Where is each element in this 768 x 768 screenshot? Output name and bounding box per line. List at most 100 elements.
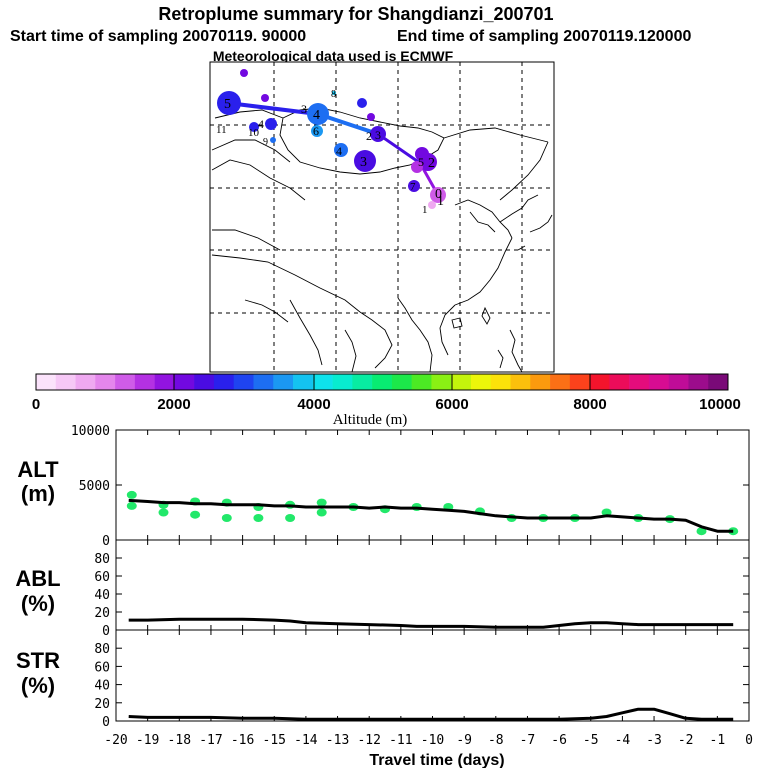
altitude-cluster-point bbox=[696, 527, 707, 536]
colorbar-cell bbox=[490, 374, 511, 390]
colorbar-cell bbox=[629, 374, 650, 390]
cluster-label-5a: 5 bbox=[224, 97, 231, 112]
altitude-cluster-point bbox=[126, 490, 137, 499]
panel-ylabel: ABL bbox=[15, 566, 60, 591]
colorbar-cell bbox=[55, 374, 76, 390]
altitude-cluster-point bbox=[316, 498, 327, 507]
y-tick-label: 0 bbox=[102, 624, 110, 639]
colorbar-cell bbox=[36, 374, 57, 390]
colorbar-cell bbox=[708, 374, 729, 390]
end-time-label: End time of sampling 20070119.120000 bbox=[397, 28, 691, 45]
time-series-panels: 1000050000ALT(m)806040200ABL(%)806040200… bbox=[15, 424, 753, 768]
colorbar: 0 2000 4000 6000 8000 10000 Altitude (m) bbox=[32, 373, 741, 428]
cluster-label-1b: 1 bbox=[422, 204, 428, 216]
cluster-labels: 0 1 1 2 2 3 3 4 4 5 5 6 7 8 9 10 11 bbox=[216, 89, 444, 216]
cluster-circles bbox=[217, 69, 446, 209]
x-tick-label: -10 bbox=[421, 733, 444, 748]
colorbar-tick-8000: 8000 bbox=[573, 396, 606, 413]
altitude-cluster-point bbox=[285, 514, 296, 522]
colorbar-cell bbox=[391, 374, 412, 390]
colorbar-cell bbox=[273, 374, 294, 390]
str-frame bbox=[115, 629, 750, 722]
cluster-label-4b: 4 bbox=[336, 144, 342, 158]
cluster-11-circle bbox=[357, 98, 367, 108]
coastlines-borders bbox=[211, 107, 553, 373]
panel-ylabel: ALT bbox=[17, 457, 59, 482]
x-tick-label: -7 bbox=[520, 733, 536, 748]
panel-ylabel: (%) bbox=[21, 673, 55, 698]
cluster-6-circle bbox=[311, 125, 323, 137]
colorbar-cell bbox=[312, 374, 333, 390]
colorbar-frame bbox=[35, 373, 729, 391]
cluster-10-circle bbox=[249, 122, 259, 132]
colorbar-cell bbox=[233, 374, 254, 390]
str-series-line bbox=[128, 707, 734, 721]
colorbar-cell bbox=[253, 374, 274, 390]
start-time-label: Start time of sampling 20070119. 90000 bbox=[10, 28, 306, 45]
x-tick-label: -9 bbox=[456, 733, 472, 748]
abl-series-line bbox=[128, 617, 734, 629]
x-tick-label: -1 bbox=[710, 733, 726, 748]
x-tick-label: -11 bbox=[389, 733, 412, 748]
altitude-cluster-point bbox=[190, 510, 201, 519]
colorbar-cell bbox=[95, 374, 116, 390]
str-panel: 80 60 40 20 0 STR(%) bbox=[16, 629, 750, 730]
map-panel: 0 1 1 2 2 3 3 4 4 5 5 6 7 8 9 10 11 3 4 bbox=[209, 61, 555, 373]
x-tick-label: -15 bbox=[263, 733, 286, 748]
cluster-label-6: 6 bbox=[313, 124, 319, 138]
cluster-16-circle bbox=[428, 201, 436, 209]
x-tick-label: -6 bbox=[551, 733, 567, 748]
colorbar-cells bbox=[36, 374, 729, 390]
x-tick-label: -2 bbox=[678, 733, 694, 748]
y-tick-label: 60 bbox=[94, 660, 110, 675]
altitude-cluster-point bbox=[253, 514, 264, 522]
cluster-3b-circle bbox=[370, 126, 386, 142]
colorbar-cell bbox=[431, 374, 452, 390]
colorbar-tick-2000: 2000 bbox=[157, 396, 190, 413]
colorbar-cell bbox=[451, 374, 472, 390]
cluster-4-circle bbox=[307, 103, 329, 125]
colorbar-tick-10000: 10000 bbox=[699, 396, 741, 413]
receptor-marker: 0 bbox=[435, 187, 442, 202]
altitude-cluster-point bbox=[316, 508, 327, 517]
cluster-label-11: 11 bbox=[216, 124, 227, 136]
cluster-12-circle bbox=[261, 94, 269, 102]
cluster-14-circle bbox=[367, 113, 375, 121]
colorbar-cell bbox=[115, 374, 136, 390]
cluster-label-9: 9 bbox=[263, 137, 268, 148]
cluster-label-7: 7 bbox=[410, 181, 416, 193]
abl-panel: 80 60 40 20 0 ABL(%) bbox=[15, 539, 750, 639]
cluster-label-2a: 2 bbox=[428, 156, 435, 171]
colorbar-cell bbox=[332, 374, 353, 390]
cluster-17-circle bbox=[332, 91, 336, 95]
cluster-label-5b: 5 bbox=[418, 155, 424, 169]
cluster-1-circle bbox=[430, 187, 446, 203]
cluster-label-1a: 1 bbox=[437, 194, 444, 209]
panel-ylabel: STR bbox=[16, 648, 60, 673]
abl-frame bbox=[115, 539, 750, 631]
y-tick-label: 40 bbox=[94, 679, 110, 694]
cluster-label-3a: 3 bbox=[360, 155, 367, 170]
panel-ylabel: (%) bbox=[21, 591, 55, 616]
x-tick-label: -5 bbox=[583, 733, 599, 748]
colorbar-tick-4000: 4000 bbox=[297, 396, 330, 413]
colorbar-cell bbox=[470, 374, 492, 390]
cluster-15-circle bbox=[270, 137, 276, 143]
cluster-label-10: 10 bbox=[248, 127, 260, 139]
x-tick-label: -4 bbox=[615, 733, 631, 748]
y-tick-label: 20 bbox=[94, 697, 110, 712]
y-tick-label: 0 bbox=[102, 534, 110, 549]
colorbar-cell bbox=[154, 374, 175, 390]
cluster-label-8: 8 bbox=[331, 89, 336, 100]
alt-frame bbox=[115, 429, 750, 541]
cluster-7-circle bbox=[408, 180, 420, 192]
colorbar-cell bbox=[530, 374, 551, 390]
colorbar-cell bbox=[569, 374, 590, 390]
colorbar-cell bbox=[372, 374, 393, 390]
alt-series-line bbox=[128, 498, 734, 533]
x-tick-label: -17 bbox=[199, 733, 222, 748]
altitude-cluster-point bbox=[126, 501, 137, 510]
colorbar-cell bbox=[194, 374, 215, 390]
cluster-label-3b: 3 bbox=[375, 128, 381, 142]
x-tick-label: -18 bbox=[168, 733, 191, 748]
